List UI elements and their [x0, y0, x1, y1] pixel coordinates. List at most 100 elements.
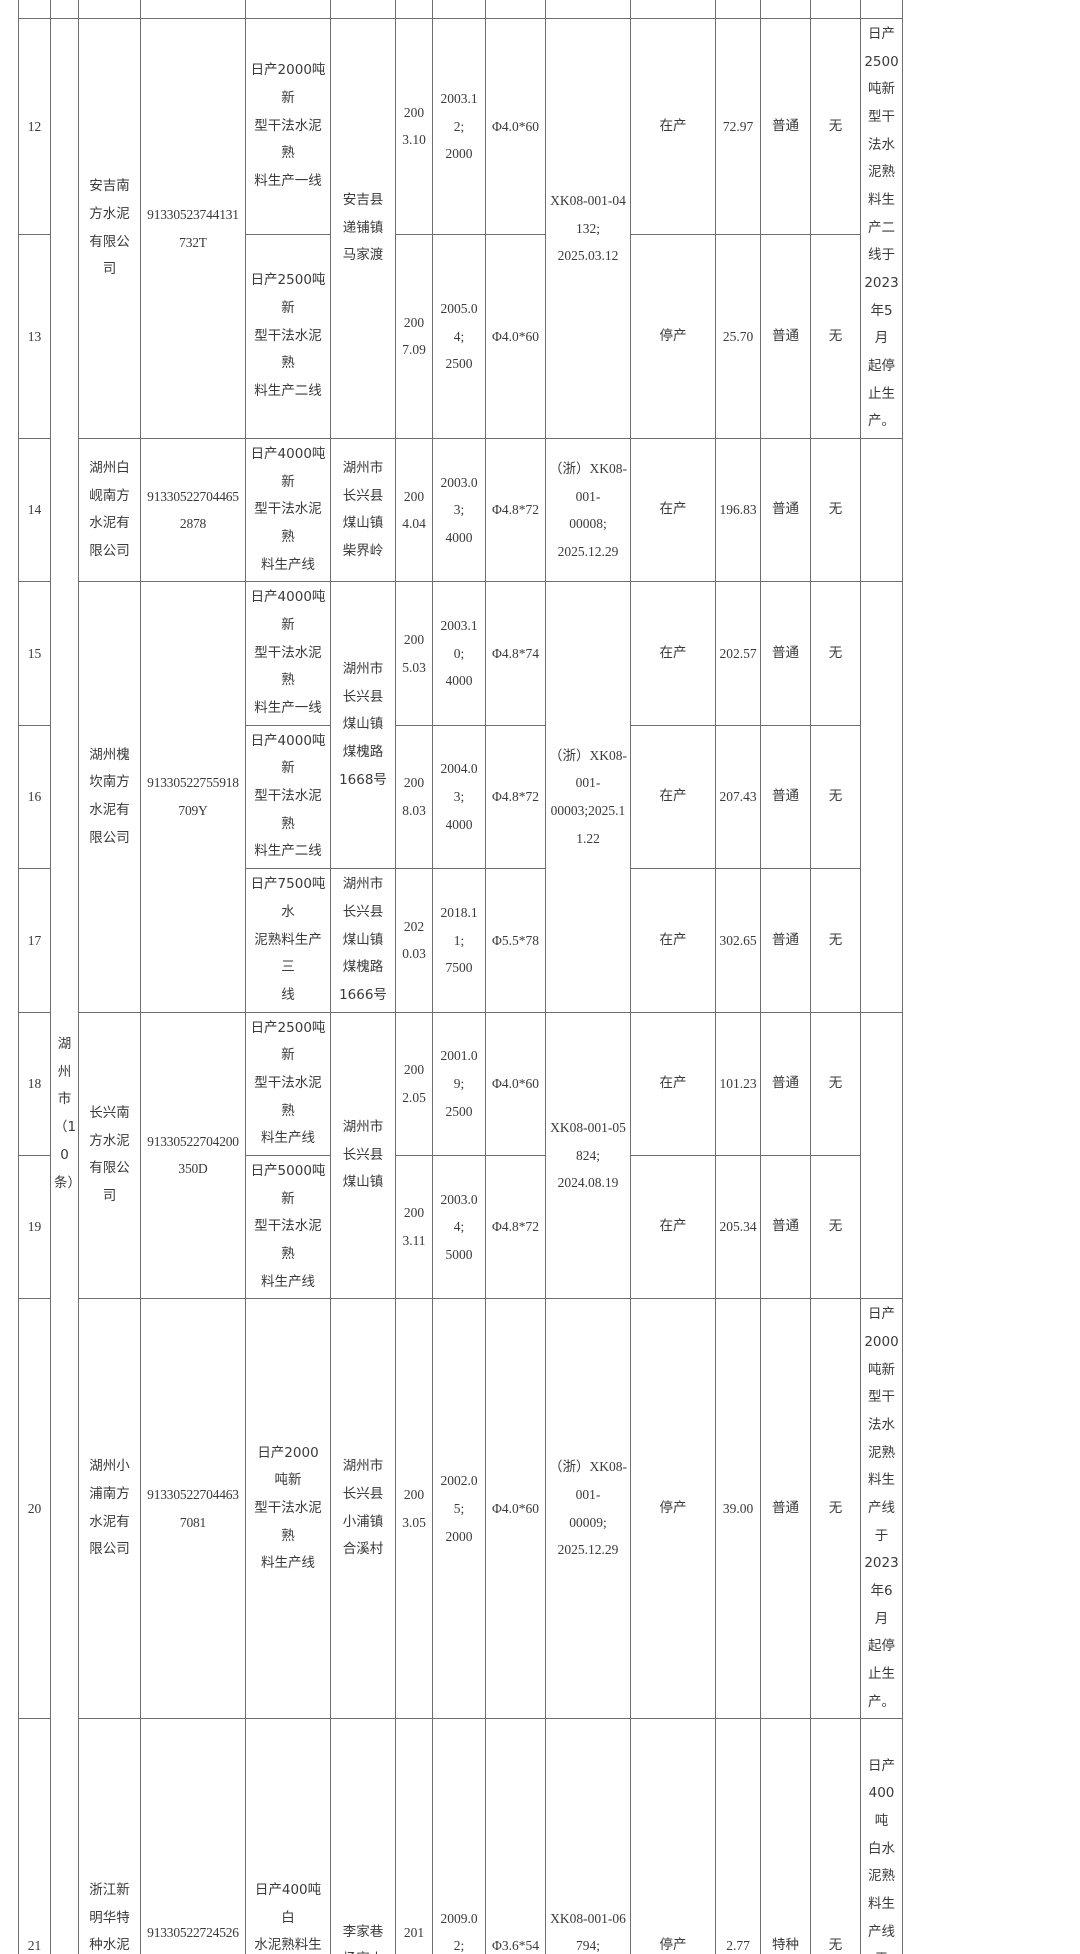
company-line: 水泥有 — [89, 1513, 130, 1530]
location-line: 煤槐路 — [342, 959, 384, 976]
remark-line: 法水 — [868, 136, 895, 153]
cell-approval: 2003.10; 4000 — [432, 581, 486, 726]
cell-capacity: 39.00 — [715, 1298, 761, 1720]
remark-line: 产二 — [868, 219, 895, 236]
cell-remark: 日产 2000 吨新 型干 法水 泥熟 料生 产线 于 2023 年6月 起停 … — [860, 1298, 903, 1720]
location-line: 1666号 — [339, 986, 387, 1003]
table-row: 19 日产5000吨新 型干法水泥熟 料生产线 2003.11 2003.04;… — [18, 1154, 1060, 1300]
remark-line: 产。 — [868, 1693, 895, 1710]
location-line: 煤山镇 — [342, 1174, 384, 1191]
location-line: 长兴县 — [342, 487, 384, 504]
license-line: XK08-001-05824; — [550, 1119, 626, 1163]
cut-company — [78, 0, 141, 19]
cell-status: 停产 — [630, 233, 716, 440]
cell-status: 在产 — [630, 1154, 716, 1300]
remark-line: 泥熟 — [868, 1868, 895, 1885]
location-line: 湖州市 — [342, 1458, 384, 1475]
remark-line: 2023 — [864, 275, 899, 292]
company-line: 岘南方 — [89, 487, 130, 504]
location-line: 湖州市 — [342, 1118, 384, 1135]
line-name-line: 料生产二线 — [254, 382, 322, 399]
remark-line: 泥熟 — [868, 1444, 895, 1461]
cell-build-date: 2010.06 — [395, 1718, 433, 1954]
cut-capacity — [715, 0, 761, 19]
remark-line: 产线 — [868, 1923, 895, 1940]
cell-remark: 日产 2500 吨新 型干 法水 泥熟 料生 产二 线于 2023 年5月 起停… — [860, 17, 903, 440]
company-line: 浦南方 — [89, 1486, 130, 1503]
cell-company: 湖州白 岘南方 水泥有 限公司 — [78, 438, 141, 583]
cell-status: 在产 — [630, 581, 716, 726]
cell-approval: 2003.12; 2000 — [432, 18, 486, 235]
cell-other: 无 — [810, 1011, 861, 1156]
table-row: 15 湖州槐 坎南方 水泥有 限公司 91330522755918709Y 日产… — [18, 581, 1060, 1013]
cell-approval: 2003.04; 5000 — [432, 1154, 486, 1300]
cell-capacity: 207.43 — [715, 724, 761, 870]
remark-line: 起停 — [868, 1638, 895, 1655]
cell-category: 特种 — [760, 1718, 811, 1954]
cell-seq: 14 — [18, 438, 51, 583]
remark-line: 于 — [874, 1527, 889, 1544]
cell-kiln-spec: Φ5.5*78 — [485, 868, 546, 1013]
location-line: 小浦镇 — [342, 1513, 384, 1530]
company-line: 浙江新 — [89, 1882, 130, 1899]
remark-line: 法水 — [868, 1416, 895, 1433]
cell-capacity: 2.77 — [715, 1718, 761, 1954]
line-name-line: 日产2000吨新 — [250, 62, 326, 106]
region-line: 湖州 — [57, 1036, 72, 1080]
line-name-line: 日产2000 吨新 — [257, 1444, 319, 1489]
cell-approval: 2002.05; 2000 — [432, 1298, 486, 1720]
remark-line: 吨新 — [868, 1361, 895, 1378]
location-line: 柴界岭 — [342, 542, 384, 559]
cell-company: 长兴南 方水泥 有限公 司 — [78, 1011, 141, 1300]
cell-category: 普通 — [760, 438, 811, 583]
license-line: 00003;2025.11.22 — [550, 802, 626, 846]
remark-line: 起停 — [868, 358, 895, 375]
license-line: 2025.12.29 — [557, 1542, 619, 1558]
cell-kiln-spec: Φ4.8*72 — [485, 1154, 546, 1300]
line-name-line: 型干法水泥熟 — [254, 644, 322, 689]
location-line: 湖州市 — [342, 876, 384, 893]
remark-line: 泥熟 — [868, 164, 895, 181]
cell-build-date: 2003.11 — [395, 1154, 433, 1300]
line-name-line: 料生产线 — [261, 1130, 315, 1147]
line-name-line: 日产4000吨新 — [250, 446, 326, 490]
table-row: 12 湖州 市 （10 条） 安吉南 方水泥 有限公 司 91330523744… — [18, 17, 1060, 1954]
cell-other: 无 — [810, 438, 861, 583]
company-line: 方水泥 — [89, 1132, 130, 1149]
cell-status: 停产 — [630, 1298, 716, 1720]
cell-other: 无 — [810, 724, 861, 870]
cell-approval: 2018.11; 7500 — [432, 868, 486, 1013]
cell-location: 湖州市 长兴县 煤山镇 煤槐路 1668号 — [330, 581, 396, 870]
line-name-line: 型干法水泥熟 — [254, 501, 322, 546]
location-line: 湖州市 — [342, 661, 384, 678]
company-line: 湖州白 — [89, 459, 130, 476]
cell-location: 李家巷 杨家山 — [330, 1718, 396, 1954]
license-line: 2025.12.29 — [557, 543, 619, 559]
remark-line: 型干 — [868, 109, 895, 126]
approval-line: 5000 — [445, 1246, 473, 1262]
line-name-line: 日产4000吨新 — [250, 589, 326, 634]
remark-line: 产线 — [868, 1499, 895, 1516]
cell-kiln-spec: Φ4.0*60 — [485, 1298, 546, 1720]
company-line: 湖州小 — [89, 1458, 130, 1475]
cell-seq: 18 — [18, 1011, 51, 1156]
cell-capacity: 205.34 — [715, 1154, 761, 1300]
line-name-line: 料生产线 — [261, 1273, 315, 1290]
cell-kiln-spec: Φ4.8*72 — [485, 724, 546, 870]
cell-line-name: 日产2000 吨新 型干法水泥熟 料生产线 — [245, 1298, 331, 1720]
remark-line: 2023 — [864, 1555, 899, 1572]
line-name-line: 型干法水泥熟 — [254, 1499, 322, 1544]
approval-line: 2003.10; — [440, 618, 478, 661]
cut-build — [395, 0, 433, 19]
remark-line: 日产 — [868, 26, 895, 42]
line-name-line: 线 — [281, 986, 295, 1003]
cell-license: （浙）XK08-001- 00008; 2025.12.29 — [545, 438, 631, 583]
location-line: 长兴县 — [342, 688, 384, 705]
cell-category: 普通 — [760, 1298, 811, 1720]
remark-line: 于 — [864, 1946, 899, 1954]
cell-company: 浙江新 明华特 种水泥 有限公 司 — [78, 1718, 141, 1954]
cell-status: 在产 — [630, 18, 716, 235]
approval-line: 2002.05; — [440, 1473, 478, 1516]
approval-line: 2000 — [445, 1528, 473, 1544]
cell-line-name: 日产2500吨新 型干法水泥熟 料生产线 — [245, 1011, 331, 1156]
